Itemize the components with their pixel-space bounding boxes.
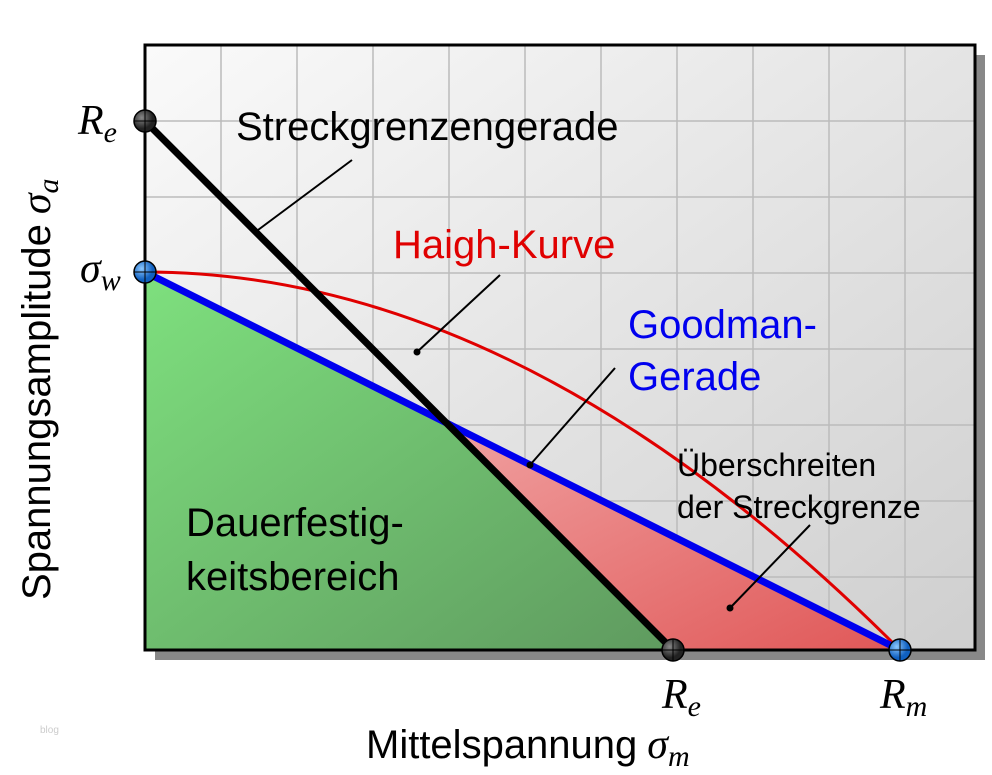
yield-line: [142, 118, 676, 653]
haigh-curve: [144, 270, 902, 652]
axis-subscript: m: [668, 740, 690, 773]
endurance-label: keitsbereich: [186, 555, 399, 599]
goodman-line: [143, 268, 902, 654]
axis-subscript: a: [32, 178, 65, 193]
exceed-label: der Streckgrenze: [677, 489, 921, 525]
tick-symbol: R: [77, 98, 104, 144]
tick-symbol: R: [879, 672, 906, 718]
goodman-label: Gerade: [628, 355, 761, 399]
tick-symbol: σ: [80, 246, 103, 292]
axis-title-text: Mittelspannung: [366, 723, 637, 767]
goodman-label: Goodman-: [628, 303, 817, 347]
x-tick-label: Re: [661, 672, 701, 723]
haigh-label: Haigh-Kurve: [393, 223, 615, 267]
tick-subscript: e: [104, 116, 117, 149]
y-axis-title: Spannungsamplitude σa: [14, 178, 65, 600]
x-axis-title: Mittelspannung σm: [366, 722, 690, 773]
tick-symbol: R: [661, 672, 688, 718]
yield-line-label: Streckgrenzengerade: [236, 105, 618, 149]
tick-subscript: m: [906, 690, 928, 723]
exceed-label: Überschreiten: [677, 447, 876, 483]
points: [133, 109, 912, 662]
endurance-region: [145, 272, 673, 650]
axis-symbol: σ: [647, 722, 670, 768]
axis-symbol: σ: [14, 191, 60, 214]
plot-frame: [143, 43, 977, 652]
leader-dots: [413, 348, 734, 612]
tick-subscript: e: [688, 690, 701, 723]
tick-subscript: w: [101, 264, 121, 297]
axis-title-text: Spannungsamplitude: [15, 224, 59, 600]
endurance-label: Dauerfestig-: [186, 501, 404, 545]
leaders: [257, 159, 811, 609]
x-tick-label: Rm: [879, 672, 927, 723]
watermark: blog: [40, 725, 59, 736]
y-tick-label: σw: [80, 246, 121, 297]
y-tick-label: Re: [77, 98, 117, 149]
